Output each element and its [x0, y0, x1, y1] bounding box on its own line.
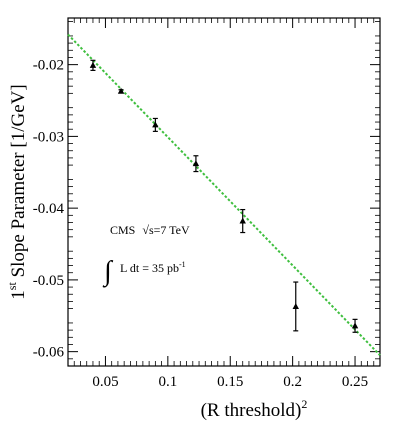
y-tick-label: -0.04 — [33, 201, 65, 217]
x-axis-label: (R threshold)2 — [201, 397, 308, 421]
data-point-marker — [117, 87, 125, 94]
plot-frame — [67, 17, 381, 367]
y-tick-label: -0.02 — [33, 58, 64, 74]
x-tick-label: 0.1 — [158, 374, 177, 390]
data-point-marker — [239, 217, 246, 224]
y-axis-label: 1st Slope Parameter [1/GeV] — [5, 84, 29, 299]
annotation-lumi: L dt = 35 pb-1 — [120, 260, 186, 275]
data-point-marker — [152, 121, 159, 128]
fit-line — [67, 33, 381, 356]
data-point-marker — [89, 61, 97, 68]
data-point-marker — [351, 322, 359, 329]
fit-line-group — [67, 33, 381, 356]
x-tick-label: 0.15 — [217, 374, 243, 390]
data-point-marker — [192, 160, 200, 167]
annotation-integral-sign: ∫ — [102, 256, 114, 288]
annotation-lumi-text: L dt = 35 pb — [120, 261, 179, 275]
data-point-marker — [292, 302, 299, 309]
y-tick-label: -0.03 — [33, 129, 64, 145]
annotation-energy: √s=7 TeV — [142, 223, 190, 237]
y-tick-label: -0.06 — [33, 345, 65, 361]
annotation-cms: CMS — [110, 223, 135, 237]
x-axis-label-base: (R threshold) — [201, 400, 302, 421]
y-axis-label-sup: st — [5, 282, 19, 291]
y-axis-label-pre: 1 — [8, 290, 29, 300]
y-tick-label: -0.05 — [33, 273, 64, 289]
x-axis-label-sup: 2 — [301, 397, 307, 411]
data-points — [89, 59, 359, 333]
annotation-lumi-sup: -1 — [179, 260, 186, 269]
annotation-experiment: CMS √s=7 TeV — [110, 223, 190, 237]
x-tick-label: 0.2 — [283, 374, 302, 390]
x-tick-label: 0.05 — [92, 374, 118, 390]
axis-ticks: 0.05 0.1 0.15 0.2 0.25 -0.02 -0.03 -0.04 -0.05 -0… — [33, 18, 380, 390]
y-axis-label-post: Slope Parameter [1/GeV] — [8, 84, 29, 282]
x-tick-label: 0.25 — [342, 374, 368, 390]
